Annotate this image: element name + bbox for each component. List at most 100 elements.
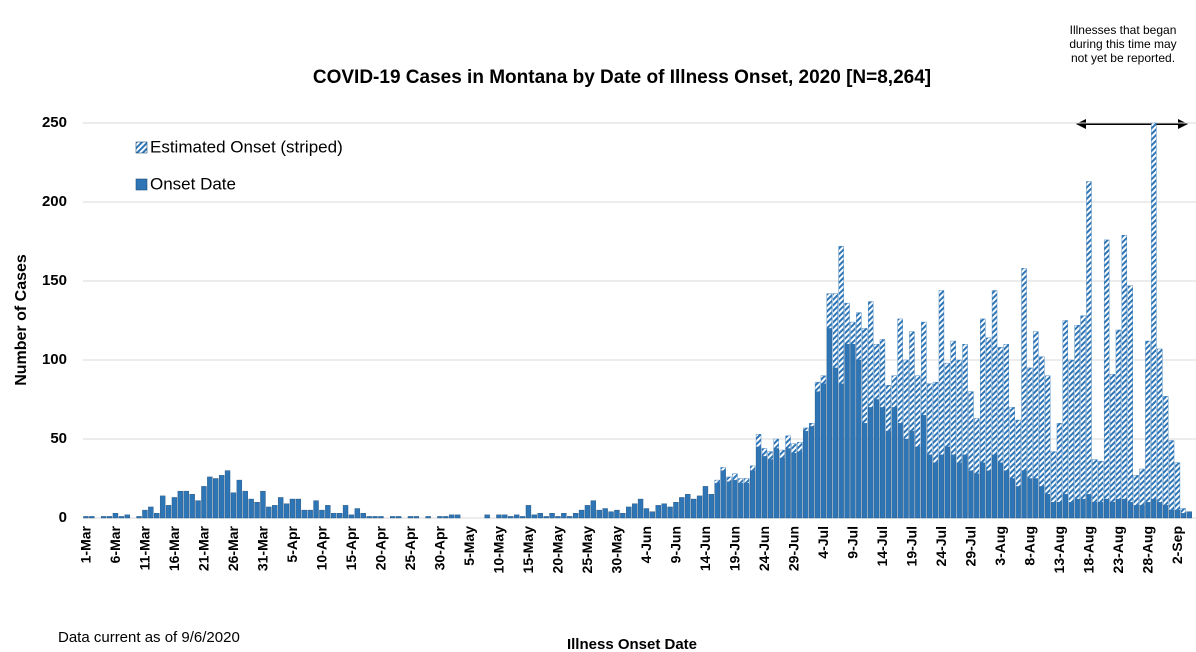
onset-bar [785,448,791,519]
estimated-bar [1145,340,1151,503]
onset-bar [667,506,673,519]
estimated-bar [738,478,744,484]
onset-bar [177,490,184,519]
estimated-bar [1162,396,1169,506]
estimated-bar [962,344,968,456]
x-tick-label: 29-Jun [786,526,802,571]
onset-bar [1074,498,1080,519]
onset-bar [572,513,579,519]
onset-bar [1033,478,1039,519]
estimated-bar [1056,423,1063,503]
y-tick-label: 50 [50,430,67,447]
onset-bar [519,516,526,519]
onset-bar [230,492,237,519]
onset-bar [325,505,331,519]
onset-bar [272,505,278,519]
onset-bar [584,505,591,519]
x-tick-label: 18-Aug [1081,526,1097,573]
onset-bar [1121,498,1128,519]
onset-bar [165,505,172,519]
onset-bar [749,470,756,519]
onset-bar [814,391,821,519]
annotation-arrow [1076,119,1188,129]
estimated-bar [1098,460,1104,503]
x-tick-label: 10-May [491,526,507,574]
y-tick-label: 150 [42,272,67,289]
onset-bar [932,462,939,519]
onset-bar [1015,486,1021,519]
estimated-bar [885,385,892,432]
x-tick-label: 8-Aug [1022,526,1038,566]
x-tick-label: 26-Mar [225,525,241,571]
onset-bar [354,508,361,519]
onset-bar [997,462,1004,519]
estimated-bar [761,448,768,457]
onset-bar [224,470,231,519]
onset-bar [561,513,567,519]
x-tick-label: 5-Apr [284,525,300,562]
onset-bar [921,415,927,519]
onset-bar [950,454,956,519]
onset-bar [903,438,909,519]
onset-bar [254,502,260,519]
onset-bar [850,344,856,519]
onset-bar [808,426,815,519]
estimated-bar [726,476,732,482]
onset-bar [1056,502,1063,519]
estimated-bar [714,479,720,484]
estimated-bar [1050,451,1057,503]
estimated-bar [897,318,903,424]
onset-bar [1180,513,1187,519]
y-tick-label: 200 [42,193,67,210]
onset-bar [207,476,213,519]
estimated-bar [873,344,880,400]
onset-bar [690,498,697,519]
onset-bar [454,514,461,519]
onset-bar [336,513,343,519]
estimated-bar [820,375,827,384]
estimated-bar [1086,181,1092,495]
onset-bar [732,479,738,519]
onset-bar [277,497,284,519]
onset-bar [767,459,774,519]
onset-bar [761,456,768,519]
estimated-bar [879,339,886,408]
x-tick-label: 28-Aug [1140,526,1156,573]
x-tick-label: 2-Sep [1169,526,1185,564]
onset-bar [567,516,573,519]
estimated-bar [1039,356,1045,487]
estimated-bar [1174,462,1181,511]
legend-label: Estimated Onset (striped) [150,137,343,156]
onset-bar [714,483,720,519]
onset-bar [797,451,803,519]
onset-bar [980,462,986,519]
onset-bar [513,514,520,519]
x-tick-label: 9-Jun [668,526,684,563]
onset-bar [348,514,355,519]
estimated-bar [814,381,821,392]
onset-bar [1127,502,1133,519]
onset-bar [1003,470,1010,519]
estimated-bar [956,359,962,463]
x-tick-label: 4-Jun [638,526,654,563]
estimated-bar [779,449,785,459]
onset-bar [331,513,337,519]
onset-bar [915,446,921,519]
estimated-bar [974,418,980,474]
onset-bar [154,513,160,519]
onset-bar [1039,486,1045,519]
onset-bar [390,516,396,519]
onset-bar [537,513,543,519]
onset-bar [738,483,744,519]
annotation: during this time may [1069,37,1176,51]
x-tick-label: 25-May [579,526,595,574]
onset-bar [744,483,750,519]
bars [83,122,1192,519]
onset-bar [844,344,850,519]
estimated-bar [1015,419,1021,487]
onset-bar [1080,498,1086,519]
onset-bar [755,446,762,519]
onset-bar [974,473,980,519]
onset-bar [549,513,555,519]
